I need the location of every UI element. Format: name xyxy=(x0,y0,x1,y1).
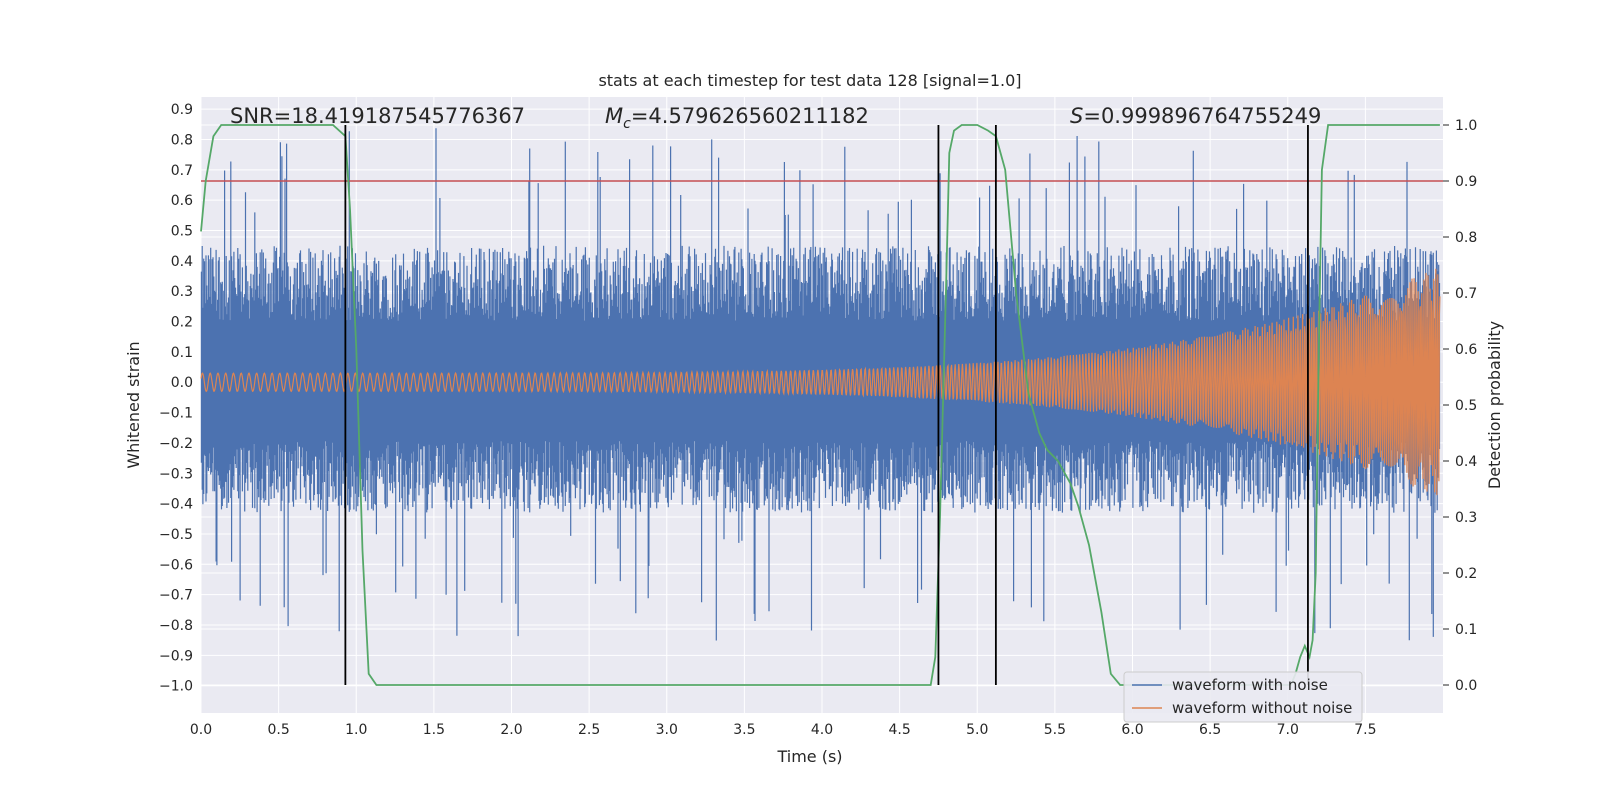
y2-axis-ticks: 0.0 0.1 0.2 0.3 0.4 0.5 0.6 0.7 0.8 0.9 1.0 xyxy=(1443,118,1477,694)
x-tick-label: 0.5 xyxy=(267,722,289,738)
y-tick-label: −0.2 xyxy=(159,436,193,452)
x-tick-label: 6.5 xyxy=(1199,722,1221,738)
y-tick-label: −0.1 xyxy=(159,406,193,422)
y-tick-label: 0.8 xyxy=(171,132,193,148)
y2-tick-label: 0.6 xyxy=(1455,342,1477,358)
x-tick-label: 3.5 xyxy=(733,722,755,738)
y2-tick-label: 0.1 xyxy=(1455,622,1477,638)
y-tick-label: −0.4 xyxy=(159,497,193,513)
x-tick-label: 3.0 xyxy=(656,722,678,738)
y-tick-label: 0.3 xyxy=(171,284,193,300)
y2-tick-label: 0.0 xyxy=(1455,678,1477,694)
clean-waveform-series xyxy=(200,268,1441,496)
y2-tick-label: 0.3 xyxy=(1455,510,1477,526)
detection-probability-group xyxy=(200,124,1440,686)
y2-tick-label: 0.9 xyxy=(1455,174,1477,190)
s-annotation: S=0.999896764755249 xyxy=(1070,104,1321,128)
x-axis-label: Time (s) xyxy=(776,747,842,766)
legend-box xyxy=(1123,671,1363,723)
x-tick-label: 1.0 xyxy=(345,722,367,738)
x-tick-label: 5.5 xyxy=(1044,722,1066,738)
y-tick-label: 0.0 xyxy=(171,375,193,391)
y-tick-label: 0.7 xyxy=(171,163,193,179)
event-lines xyxy=(344,125,1309,685)
y-tick-label: −0.3 xyxy=(159,466,193,482)
x-tick-label: 5.0 xyxy=(966,722,988,738)
legend-label-clean: waveform without noise xyxy=(1172,699,1352,717)
x-tick-label: 6.0 xyxy=(1121,722,1143,738)
y2-tick-label: 0.4 xyxy=(1455,454,1477,470)
y-tick-label: 0.4 xyxy=(171,254,193,270)
s-symbol: S xyxy=(1070,104,1083,128)
y2-tick-label: 1.0 xyxy=(1455,118,1477,134)
y-axis-label: Whitened strain xyxy=(124,341,143,468)
legend-label-noisy: waveform with noise xyxy=(1172,676,1328,694)
x-tick-label: 4.0 xyxy=(811,722,833,738)
y-tick-label: −0.8 xyxy=(159,618,193,634)
snr-annotation: SNR=18.419187545776367 xyxy=(230,104,525,128)
chirp-mass-symbol: M xyxy=(605,104,623,128)
y-tick-label: −0.7 xyxy=(159,588,193,604)
y2-axis-label: Detection probability xyxy=(1485,321,1504,489)
y2-tick-label: 0.5 xyxy=(1455,398,1477,414)
x-axis-ticks: 0.0 0.5 1.0 1.5 2.0 2.5 3.0 3.5 4.0 4.5 5.0 5.5 6.0 6… xyxy=(190,722,1377,738)
x-tick-label: 1.5 xyxy=(423,722,445,738)
y-tick-label: 0.1 xyxy=(171,345,193,361)
y2-tick-label: 0.8 xyxy=(1455,230,1477,246)
chirp-mass-value: =4.579626560211182 xyxy=(631,104,869,128)
y-tick-label: −0.6 xyxy=(159,557,193,573)
y2-tick-label: 0.2 xyxy=(1455,566,1477,582)
y-tick-label: 0.5 xyxy=(171,224,193,240)
chirp-mass-subscript: c xyxy=(623,116,631,132)
x-tick-label: 4.5 xyxy=(888,722,910,738)
y-tick-label: 0.9 xyxy=(171,102,193,118)
x-tick-label: 7.5 xyxy=(1354,722,1376,738)
y-tick-label: 0.2 xyxy=(171,315,193,331)
detection-probability-line xyxy=(200,124,1440,686)
x-tick-label: 2.0 xyxy=(500,722,522,738)
s-value: =0.999896764755249 xyxy=(1083,104,1321,128)
y-axis-ticks: −1.0 −0.9 −0.8 −0.7 −0.6 −0.5 −0.4 −0.3 −0.2 −0.1… xyxy=(159,102,193,695)
y-tick-label: −1.0 xyxy=(159,679,193,695)
x-tick-label: 7.0 xyxy=(1277,722,1299,738)
y2-tick-label: 0.7 xyxy=(1455,286,1477,302)
chirp-mass-annotation: Mc=4.579626560211182 xyxy=(605,104,869,132)
y-tick-label: 0.6 xyxy=(171,193,193,209)
chart-title: stats at each timestep for test data 128… xyxy=(598,71,1021,90)
x-tick-label: 2.5 xyxy=(578,722,600,738)
legend: waveform with noise waveform without noi… xyxy=(1123,671,1363,723)
y-tick-label: −0.5 xyxy=(159,527,193,543)
clean-waveform-line xyxy=(200,268,1441,496)
x-tick-label: 0.0 xyxy=(190,722,212,738)
y-tick-label: −0.9 xyxy=(159,648,193,664)
